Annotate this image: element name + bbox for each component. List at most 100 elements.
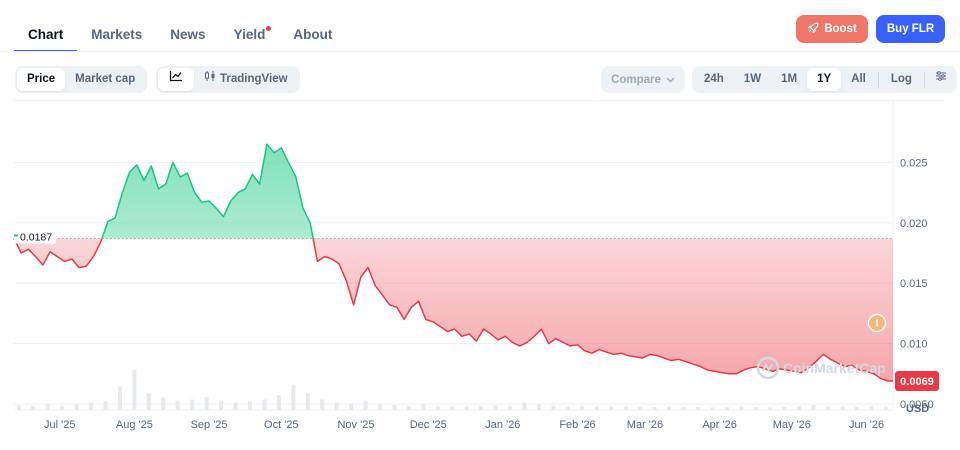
volume-bar <box>233 402 238 410</box>
chart-labels: 0.0187 0.0069 CoinMarketCap <box>14 228 939 392</box>
rocket-icon <box>807 22 819 37</box>
x-tick-label: Apr '26 <box>702 419 737 431</box>
volume-bar <box>768 407 773 410</box>
tab-markets[interactable]: Markets <box>91 27 143 42</box>
volume-bar <box>406 405 411 410</box>
chart-settings-button[interactable] <box>927 68 955 91</box>
coinmarketcap-logo-mark <box>762 362 773 373</box>
volume-bar <box>421 404 426 410</box>
volume-bar <box>175 400 180 410</box>
volume-bar <box>464 406 469 410</box>
tradingview-label: TradingView <box>220 73 288 85</box>
volume-bar <box>825 406 830 410</box>
range-1w[interactable]: 1W <box>743 73 762 85</box>
series-line-below <box>13 238 893 382</box>
volume-bar <box>797 405 802 410</box>
volume-bar <box>508 405 513 410</box>
tab-chart[interactable]: Chart <box>14 16 78 52</box>
candlestick-icon <box>204 68 216 91</box>
line-chart-icon <box>169 68 183 91</box>
chevron-down-icon <box>666 74 675 86</box>
volume-bar <box>739 406 744 410</box>
volume-bar <box>248 401 253 410</box>
volume-bar <box>652 407 657 410</box>
volume-bar <box>132 370 137 410</box>
market-cap-option[interactable]: Market cap <box>75 73 136 85</box>
area-above-baseline <box>101 144 314 239</box>
volume-bar <box>551 405 556 410</box>
volume-bar <box>89 402 94 410</box>
chart-top-border <box>14 100 945 101</box>
settings-divider <box>923 71 925 88</box>
volume-bar <box>753 407 758 410</box>
volume-bar <box>161 397 166 410</box>
log-scale-toggle[interactable]: Log <box>890 73 912 85</box>
range-selector: 24h 1W 1M 1Y All Log <box>692 66 957 93</box>
buy-button[interactable]: Buy FLR <box>876 15 945 43</box>
chart-tabs: Chart Markets News Yield About <box>14 16 360 52</box>
x-tick-label: Dec '25 <box>410 419 447 431</box>
volume-bars <box>16 370 888 410</box>
volume-bar <box>724 407 729 410</box>
x-tick-label: May '26 <box>773 419 811 431</box>
range-1m[interactable]: 1M <box>781 73 798 85</box>
volume-bar <box>219 400 224 410</box>
series-line-above <box>14 143 314 239</box>
volume-bar <box>31 405 36 410</box>
line-chart-option[interactable] <box>158 68 194 91</box>
volume-bar <box>450 406 455 410</box>
x-tick-label: Feb '26 <box>559 419 595 431</box>
range-1y[interactable]: 1Y <box>807 68 842 91</box>
baseline-label: 0.0187 <box>20 231 52 243</box>
volume-bar <box>854 407 859 410</box>
volume-bar <box>190 399 195 410</box>
x-axis: Jul '25 Aug '25 Sep '25 Oct '25 Nov '25 Dec '… <box>44 419 884 431</box>
x-tick-label: Jan '26 <box>485 419 520 431</box>
compare-dropdown[interactable]: Compare <box>601 66 685 93</box>
volume-bar <box>782 407 787 410</box>
current-price-badge <box>895 371 939 392</box>
chart-style-toggle: TradingView <box>156 66 300 93</box>
volume-bar <box>392 404 397 410</box>
tradingview-option[interactable]: TradingView <box>194 68 298 91</box>
volume-bar <box>522 402 527 410</box>
range-24h[interactable]: 24h <box>704 73 724 85</box>
range-divider <box>877 71 879 88</box>
volume-bar <box>276 395 281 410</box>
range-all[interactable]: All <box>851 73 866 85</box>
tab-news[interactable]: News <box>170 27 206 42</box>
baseline-label-bg <box>14 228 56 244</box>
volume-bar <box>117 386 122 410</box>
notification-dot <box>266 26 272 31</box>
price-area <box>14 144 893 381</box>
boost-button[interactable]: Boost <box>796 15 868 43</box>
volume-bar <box>638 406 643 410</box>
volume-bar <box>493 404 498 410</box>
currency-label: USD <box>906 403 929 415</box>
volume-bar <box>883 406 888 410</box>
x-tick-label: Jun '26 <box>849 419 884 431</box>
volume-bar <box>594 406 599 410</box>
volume-bar <box>60 405 65 410</box>
volume-bar <box>146 393 151 410</box>
volume-bar <box>869 405 874 410</box>
volume-bar <box>334 402 339 410</box>
volume-bar <box>435 405 440 410</box>
y-tick-label: 0.025 <box>900 157 928 169</box>
volume-bar <box>305 393 310 410</box>
price-option[interactable]: Price <box>17 68 66 91</box>
y-tick-label: 0.010 <box>900 339 928 351</box>
y-tick-label: 0.0050 <box>900 399 934 411</box>
volume-bar <box>536 404 541 410</box>
volume-bar <box>667 406 672 410</box>
volume-bar <box>840 406 845 410</box>
volume-bar <box>103 401 108 410</box>
volume-bar <box>16 404 21 410</box>
volume-bar <box>262 399 267 410</box>
tab-about[interactable]: About <box>293 27 333 42</box>
tabs-divider <box>0 51 960 52</box>
tab-yield[interactable]: Yield <box>234 16 272 52</box>
y-tick-label: 0.020 <box>900 218 928 230</box>
